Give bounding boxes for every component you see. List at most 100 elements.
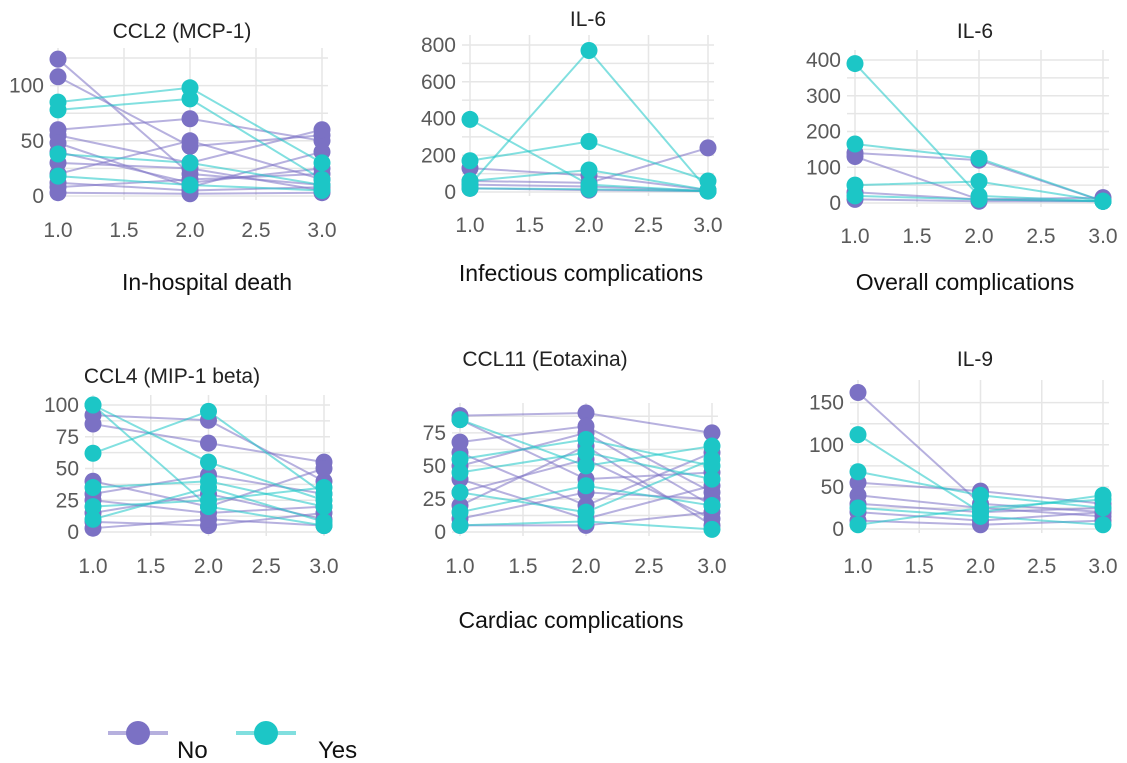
point-no bbox=[846, 148, 864, 166]
point-yes bbox=[703, 450, 721, 468]
outcome-label: Overall complications bbox=[856, 269, 1075, 295]
point-yes bbox=[577, 430, 595, 448]
legend-yes-marker bbox=[254, 721, 278, 745]
point-yes bbox=[84, 510, 102, 528]
point-no bbox=[200, 510, 217, 528]
point-yes bbox=[972, 499, 989, 517]
point-no bbox=[699, 139, 717, 157]
series-markers bbox=[451, 404, 721, 538]
point-yes bbox=[972, 486, 989, 504]
point-yes bbox=[451, 483, 469, 501]
x-tick-label: 3.0 bbox=[1088, 555, 1117, 578]
panel-5: 0 25 50 75 1.0 1.5 2.0 2.5 3.0 CCL11 (Eotaxina) Ca… bbox=[423, 348, 727, 633]
point-yes bbox=[200, 402, 217, 420]
point-yes bbox=[849, 463, 867, 481]
panel-title: CCL4 (MIP-1 beta) bbox=[84, 365, 260, 388]
x-tick-label: 2.0 bbox=[964, 225, 993, 248]
point-yes bbox=[200, 491, 217, 509]
series-markers bbox=[846, 55, 1112, 210]
y-tick-label: 0 bbox=[832, 518, 844, 541]
point-no bbox=[49, 184, 67, 202]
x-tick-label: 2.5 bbox=[634, 555, 663, 578]
point-yes bbox=[846, 55, 864, 73]
y-tick-label: 50 bbox=[821, 476, 844, 499]
y-tick-label: 200 bbox=[421, 144, 456, 167]
point-yes bbox=[315, 498, 333, 516]
point-yes bbox=[970, 173, 988, 191]
x-tick-label: 3.0 bbox=[693, 214, 722, 237]
point-yes bbox=[580, 132, 598, 150]
x-tick-label: 3.0 bbox=[697, 555, 726, 578]
point-yes bbox=[577, 512, 595, 530]
x-tick-label: 2.5 bbox=[241, 219, 270, 242]
y-tick-label: 100 bbox=[44, 394, 79, 417]
y-tick-label: 400 bbox=[421, 108, 456, 131]
point-yes bbox=[699, 182, 717, 200]
x-tick-label: 3.0 bbox=[309, 555, 338, 578]
x-tick-label: 1.5 bbox=[902, 225, 931, 248]
y-tick-label: 600 bbox=[421, 71, 456, 94]
point-yes bbox=[49, 101, 67, 119]
y-tick-label: 75 bbox=[423, 422, 446, 445]
point-yes bbox=[1094, 491, 1112, 509]
point-yes bbox=[451, 464, 469, 481]
point-yes bbox=[200, 453, 217, 471]
point-yes bbox=[577, 457, 595, 475]
point-yes bbox=[181, 90, 199, 108]
point-yes bbox=[181, 154, 199, 172]
panel-title: CCL2 (MCP-1) bbox=[113, 20, 252, 43]
point-yes bbox=[577, 444, 595, 462]
y-tick-label: 0 bbox=[67, 521, 79, 544]
x-tick-label: 2.5 bbox=[634, 214, 663, 237]
x-tick-label: 2.5 bbox=[1027, 555, 1056, 578]
series-markers bbox=[849, 384, 1112, 534]
panel-2: 0 200 400 600 800 1.0 1.5 2.0 2.5 3.0 IL-6 Infectio… bbox=[421, 8, 723, 286]
panel-title: IL-6 bbox=[570, 8, 606, 31]
point-yes bbox=[451, 450, 469, 468]
series-markers bbox=[461, 42, 717, 200]
point-no bbox=[84, 415, 102, 433]
y-tick-label: 75 bbox=[56, 426, 79, 449]
y-tick-label: 0 bbox=[444, 181, 456, 204]
x-tick-label: 1.5 bbox=[508, 555, 537, 578]
point-no bbox=[315, 460, 333, 477]
panel-1: 0 50 100 1.0 1.5 2.0 2.5 3.0 CCL2 (MCP-1) In-hosp… bbox=[9, 20, 337, 295]
point-yes bbox=[846, 135, 864, 153]
x-tick-label: 1.0 bbox=[843, 555, 872, 578]
point-no bbox=[577, 404, 595, 422]
panel-title: CCL11 (Eotaxina) bbox=[462, 348, 627, 371]
point-yes bbox=[1094, 516, 1112, 534]
x-tick-label: 1.0 bbox=[78, 555, 107, 578]
panel-6: 0 50 100 150 1.0 1.5 2.0 2.5 3.0 IL-9 bbox=[809, 348, 1118, 578]
legend-no-label: No bbox=[177, 737, 208, 763]
y-tick-label: 25 bbox=[56, 489, 79, 512]
y-tick-label: 800 bbox=[421, 34, 456, 57]
x-tick-label: 1.5 bbox=[109, 219, 138, 242]
x-tick-label: 2.0 bbox=[194, 555, 223, 578]
point-yes bbox=[580, 42, 598, 60]
x-tick-label: 1.5 bbox=[905, 555, 934, 578]
x-tick-label: 2.0 bbox=[571, 555, 600, 578]
point-yes bbox=[84, 396, 102, 414]
x-tick-label: 2.5 bbox=[1026, 225, 1055, 248]
point-yes bbox=[846, 187, 864, 205]
point-yes bbox=[181, 176, 199, 194]
point-yes bbox=[84, 444, 102, 462]
x-tick-label: 2.5 bbox=[252, 555, 281, 578]
point-yes bbox=[703, 520, 721, 538]
y-tick-label: 100 bbox=[9, 75, 44, 98]
point-yes bbox=[461, 152, 479, 170]
x-tick-label: 2.0 bbox=[175, 219, 204, 242]
x-tick-label: 1.0 bbox=[445, 555, 474, 578]
point-yes bbox=[49, 145, 67, 163]
point-yes bbox=[461, 110, 479, 128]
point-no bbox=[313, 121, 331, 139]
point-yes bbox=[451, 516, 469, 534]
outcome-label: In-hospital death bbox=[122, 269, 292, 295]
panel-title: IL-9 bbox=[957, 348, 993, 371]
y-tick-label: 150 bbox=[809, 392, 844, 415]
point-no bbox=[200, 434, 217, 452]
point-yes bbox=[703, 437, 721, 455]
y-tick-label: 50 bbox=[21, 130, 44, 153]
